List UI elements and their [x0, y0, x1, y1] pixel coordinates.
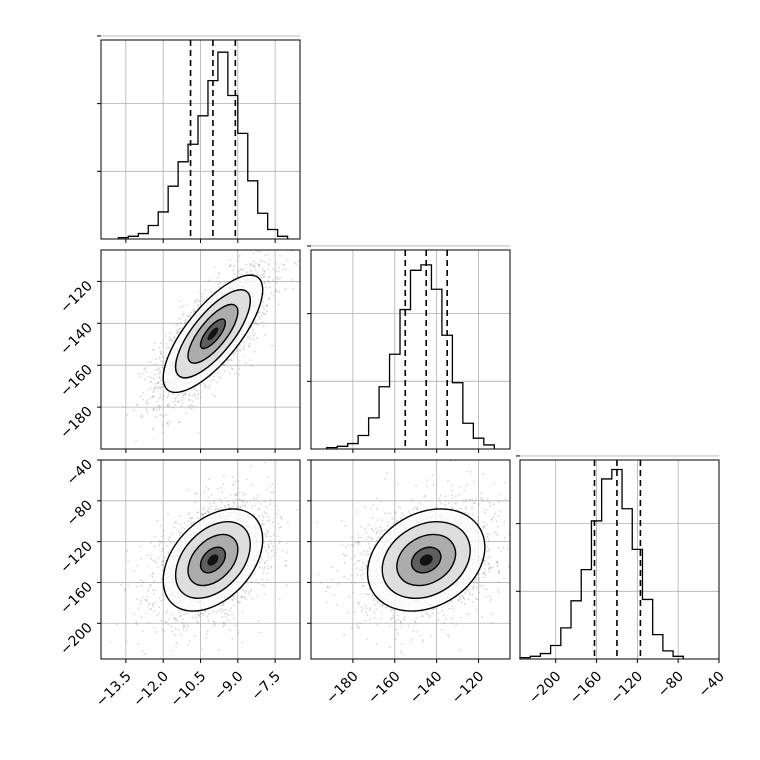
x-tick-label: −180: [323, 669, 362, 708]
histogram-bar: [138, 234, 148, 239]
y-tick-label: −120: [57, 538, 96, 577]
y-tick-label: −200: [57, 620, 96, 659]
density-contour: [366, 508, 486, 612]
density-contour: [199, 546, 227, 574]
histogram-bar: [642, 599, 652, 659]
density-contour: [396, 533, 457, 587]
scatter-p2-p3: [307, 459, 511, 663]
density-contour: [187, 303, 239, 364]
y-tick-label: −160: [57, 362, 96, 401]
histogram-bar: [218, 52, 228, 239]
density-contour: [162, 508, 264, 612]
histogram-bar: [148, 225, 158, 239]
x-tick-label: −120: [449, 669, 488, 708]
density-layer: [122, 250, 300, 449]
histogram-bar: [178, 162, 188, 239]
histogram-bar: [358, 435, 368, 449]
histogram-step: [326, 264, 495, 449]
density-contour: [162, 274, 264, 394]
scatter-p1-p2: [97, 249, 301, 453]
density-layer: [108, 461, 300, 656]
y-tick-label: −120: [57, 278, 96, 317]
histogram-bar: [602, 479, 612, 659]
y-tick-label: −140: [57, 320, 96, 359]
x-tick-label: −140: [407, 669, 446, 708]
histogram-bar: [663, 651, 673, 659]
histogram-bar: [198, 116, 208, 239]
histogram-bar: [238, 133, 248, 239]
y-tick-label: −160: [57, 579, 96, 618]
histogram-bar: [168, 186, 178, 239]
x-tick-label: −10.5: [168, 669, 210, 711]
histogram-step: [117, 51, 289, 239]
y-tick-label: −180: [57, 404, 96, 443]
histogram-bar: [653, 635, 663, 659]
x-tick-label: −13.5: [93, 669, 135, 711]
x-tick-label: −9.0: [211, 669, 246, 704]
histogram-bar: [248, 181, 258, 239]
density-contour: [381, 521, 471, 599]
histogram-bar: [463, 423, 473, 449]
y-tick-label: −80: [64, 497, 96, 529]
histogram-bar: [581, 570, 591, 659]
density-fill: [419, 554, 433, 566]
x-tick-label: −80: [655, 669, 687, 701]
histogram-step: [519, 468, 684, 659]
x-tick-label: −200: [526, 669, 565, 708]
histogram-bar: [258, 213, 268, 239]
histogram-bar: [369, 418, 379, 449]
histogram-bar: [452, 383, 462, 449]
histogram-bar: [228, 96, 238, 239]
scatter-p1-p3: [97, 459, 301, 663]
density-contour: [410, 546, 442, 574]
histogram-bar: [268, 230, 278, 239]
density-layer: [316, 460, 510, 656]
panel-frame: [310, 459, 511, 660]
histogram-bar: [188, 144, 198, 239]
hist-p2: [307, 245, 511, 453]
x-tick-label: −7.5: [249, 669, 284, 704]
x-tick-label: −160: [365, 669, 404, 708]
histogram-bar: [411, 270, 421, 449]
hist-p3: [516, 455, 720, 663]
x-tick-label: −12.0: [130, 669, 172, 711]
histogram-bar: [561, 628, 571, 659]
histogram-bar: [379, 387, 389, 449]
panel-frame: [310, 249, 511, 450]
histogram-bar: [540, 654, 550, 659]
density-contour: [199, 318, 227, 350]
x-tick-label: −160: [567, 669, 606, 708]
density-fill: [207, 327, 219, 341]
hist-p1: [97, 35, 301, 243]
density-contour: [174, 289, 251, 379]
panel-frame: [519, 459, 720, 660]
x-tick-label: −120: [608, 669, 647, 708]
y-tick-label: −40: [64, 457, 96, 489]
histogram-bar: [622, 509, 632, 659]
density-contour: [174, 521, 251, 599]
density-fill: [207, 554, 219, 566]
histogram-bar: [571, 601, 581, 659]
x-tick-label: −40: [696, 669, 728, 701]
density-contour: [187, 533, 239, 587]
